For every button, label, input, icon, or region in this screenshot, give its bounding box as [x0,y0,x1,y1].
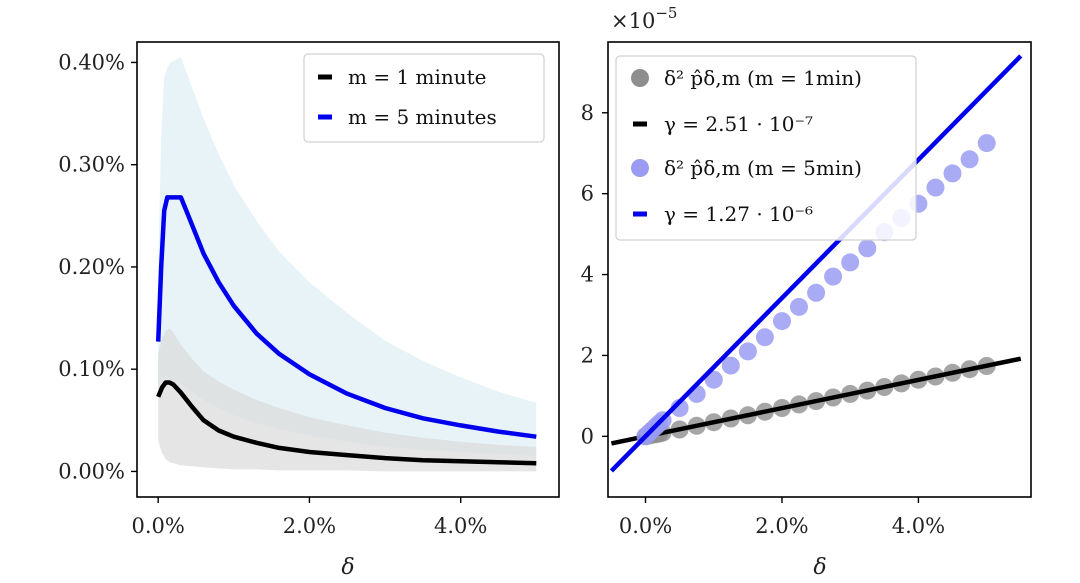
right-axis-multiplier: ×10−5 [611,4,677,33]
left-x-tick-label: 0.0% [131,514,184,538]
scatter-point-m5 [960,150,979,169]
scatter-point-m5 [704,370,723,389]
right-fit-line-m5 [609,54,1023,473]
right-x-tick-label: 0.0% [619,514,672,538]
legend-label-m1: m = 1 minute [348,65,487,89]
scatter-point-m5 [977,134,996,153]
left-x-ticks: 0.0% 2.0% 4.0% [131,497,487,538]
band-m1 [158,328,537,472]
right-y-tick-label: 0 [581,424,594,448]
left-legend: m = 1 minute m = 5 minutes [303,53,545,143]
left-confidence-bands [158,57,537,472]
scatter-point-m5 [790,297,808,316]
fit-line-m1 [610,356,1022,446]
left-y-tick-label: 0.00% [58,459,125,483]
scatter-point-m5 [824,267,843,286]
scatter-point-m5 [755,328,774,347]
right-y-tick-label: 8 [581,101,594,125]
legend-marker-m5-scatter [631,159,649,177]
left-y-tick-label: 0.40% [58,50,125,74]
right-x-ticks: 0.0% 2.0% 4.0% [619,497,945,538]
right-axes-frame [607,41,1032,498]
scatter-point-m5 [841,253,860,272]
left-y-tick-label: 0.20% [58,255,125,279]
left-panel: 0.0% 2.0% 4.0% 0.00% 0.10% 0.20% 0.30% 0.40% δ… [58,41,560,580]
legend-label-m1-scatter: δ² p̂δ,m (m = 1min) [664,66,862,90]
left-y-ticks: 0.00% 0.10% 0.20% 0.30% 0.40% [58,50,137,483]
scatter-point-m5 [721,356,740,375]
fit-line-m5 [609,54,1023,473]
left-y-tick-label: 0.10% [58,357,125,381]
scatter-point-m5 [773,312,791,331]
line-m5 [155,195,537,439]
right-x-tick-label: 2.0% [755,514,808,538]
scatter-point-m5 [738,342,757,361]
right-y-tick-label: 6 [581,182,594,206]
right-y-ticks: 0 2 4 6 8 [581,101,608,448]
legend-label-m5: m = 5 minutes [348,105,497,129]
scatter-point-m5 [943,164,962,183]
scatter-point-m5 [807,283,826,302]
right-y-tick-label: 2 [581,343,594,367]
scatter-point-m5 [926,178,945,197]
left-series-lines [155,195,537,466]
right-fit-line-m1 [610,356,1022,446]
legend-label-m5-scatter: δ² p̂δ,m (m = 5min) [664,156,862,180]
legend-label-gamma5: γ = 1.27 · 10⁻⁶ [664,202,813,226]
left-axes-frame [136,41,560,498]
right-x-tick-label: 4.0% [892,514,945,538]
left-x-axis-label: δ [341,555,354,580]
left-x-tick-label: 4.0% [434,514,487,538]
legend-label-gamma1: γ = 2.51 · 10⁻⁷ [664,112,813,136]
right-panel: 0.0% 2.0% 4.0% 0 2 4 6 8 δ ×10−5 δ² p̂δ,m (m =… [581,4,1032,580]
band-m5 [158,57,537,457]
scatter-point-m5 [858,239,877,258]
right-y-tick-label: 4 [581,263,594,287]
left-x-tick-label: 2.0% [283,514,336,538]
right-x-axis-label: δ [813,555,826,580]
left-y-tick-label: 0.30% [58,153,125,177]
right-legend: δ² p̂δ,m (m = 1min) γ = 2.51 · 10⁻⁷ δ² p… [615,55,917,241]
line-m1 [156,380,537,466]
legend-marker-m1-scatter [631,69,649,87]
